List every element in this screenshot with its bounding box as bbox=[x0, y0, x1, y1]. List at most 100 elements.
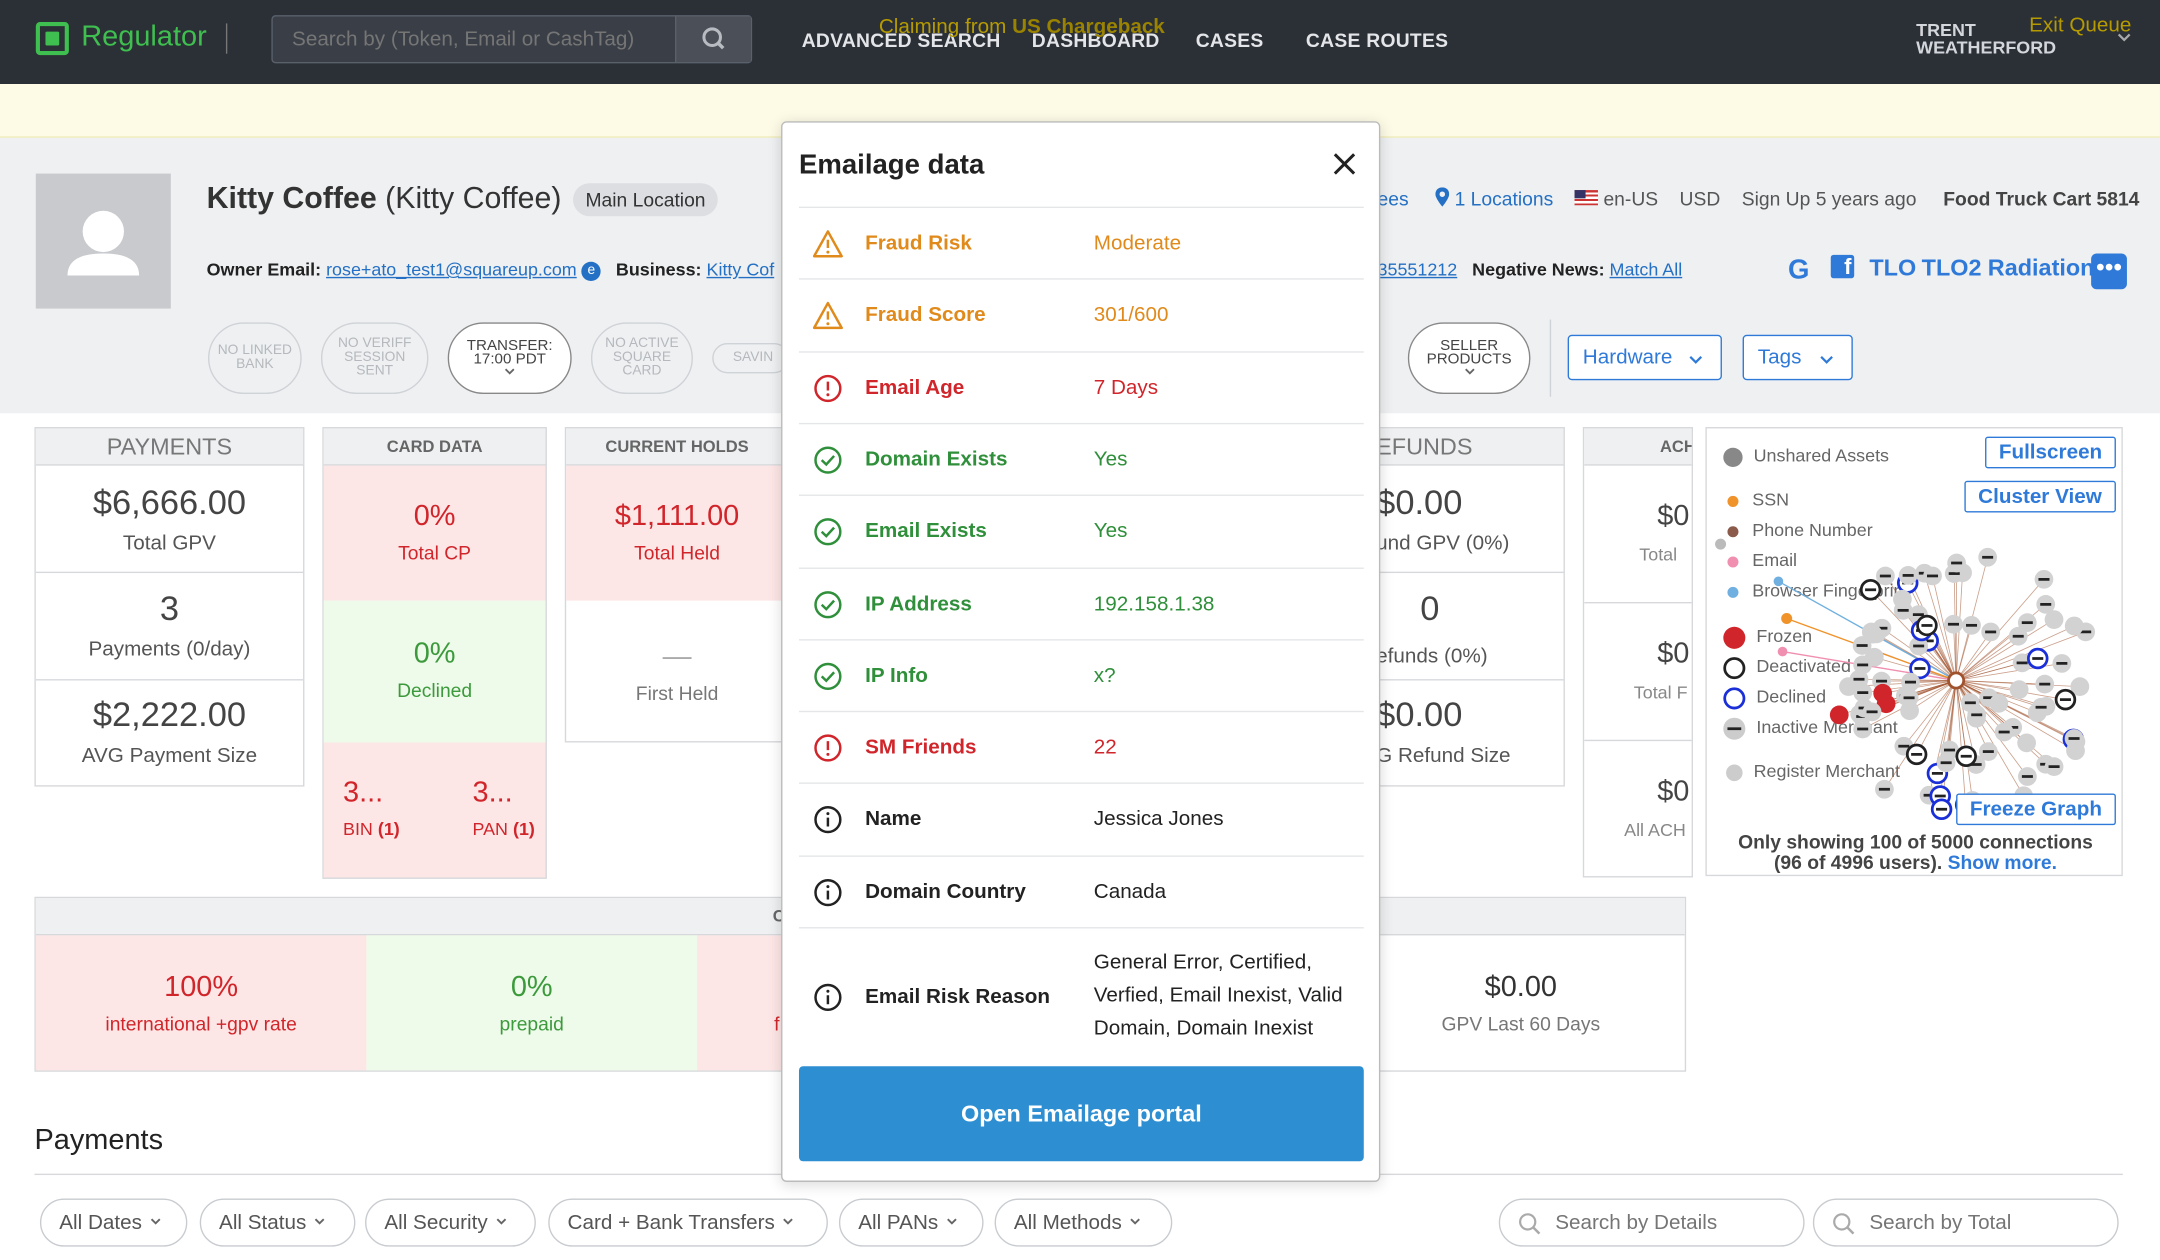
facebook-icon[interactable]: f bbox=[1830, 254, 1855, 280]
pill-transfer[interactable]: TRANSFER: 17:00 PDT bbox=[447, 322, 572, 394]
stat-value: $2,222.00 bbox=[92, 695, 247, 735]
tlo2-link[interactable]: TLO2 bbox=[1921, 254, 1982, 282]
pill-no-veriff-session[interactable]: NO VERIFF SESSION SENT bbox=[320, 322, 429, 394]
locations-link[interactable]: 1 Locations bbox=[1454, 187, 1554, 210]
emailage-row: IP Info x? bbox=[798, 638, 1364, 711]
claim-prefix: Claiming from bbox=[878, 15, 1013, 39]
more-button[interactable]: ••• bbox=[2091, 253, 2127, 290]
pill-savings[interactable]: SAVIN bbox=[712, 343, 790, 374]
nav-dashboard[interactable]: DASHBOARD bbox=[1031, 28, 1160, 51]
graph-canvas[interactable] bbox=[1707, 428, 2124, 827]
emailage-key: SM Friends bbox=[865, 735, 977, 760]
employees-link[interactable]: ees bbox=[1377, 187, 1409, 210]
refund-avg-value: $0.00 bbox=[1376, 695, 1463, 735]
legend-label: Register Merchant bbox=[1753, 760, 1900, 782]
search-icon bbox=[1833, 1213, 1855, 1235]
chevron-down-icon bbox=[783, 1218, 794, 1225]
signup-date: Sign Up 5 years ago bbox=[1741, 187, 1917, 210]
search-details-input[interactable] bbox=[1555, 1210, 1790, 1235]
owner-email-label: Owner Email: bbox=[206, 258, 322, 280]
currency: USD bbox=[1679, 187, 1721, 210]
show-more-link[interactable]: Show more. bbox=[1947, 851, 2057, 874]
emailage-value: 301/600 bbox=[1093, 303, 1169, 327]
legend-item: Frozen bbox=[1723, 625, 1812, 649]
filter-dropdown[interactable]: All Methods bbox=[994, 1198, 1173, 1247]
open-emailage-portal-button[interactable]: Open Emailage portal bbox=[798, 1066, 1364, 1162]
modal-title: Emailage data bbox=[798, 150, 985, 181]
filter-dropdown[interactable]: All Dates bbox=[39, 1198, 188, 1247]
emailage-value: Jessica Jones bbox=[1093, 807, 1224, 832]
emailage-row: Email Exists Yes bbox=[798, 494, 1364, 567]
ach-total-label: Total bbox=[1639, 544, 1678, 565]
tlo-link[interactable]: TLO bbox=[1869, 254, 1917, 282]
cp-cell: 0% Total CP bbox=[323, 465, 546, 601]
divider bbox=[35, 571, 304, 574]
filter-dropdown[interactable]: Card + Bank Transfers bbox=[548, 1198, 828, 1247]
emailage-key: Name bbox=[865, 807, 922, 832]
intl-rate-label: international +gpv rate bbox=[105, 1012, 297, 1035]
negative-news-link[interactable]: Match All bbox=[1609, 258, 1683, 280]
pill-no-active-square-card[interactable]: NO ACTIVE SQUARE CARD bbox=[590, 322, 693, 394]
claim-text: Claiming from US Chargeback bbox=[879, 15, 1165, 38]
ach-total-f-label: Total F bbox=[1633, 681, 1688, 703]
emailage-value-line: Domain, Domain Inexist bbox=[1093, 1016, 1314, 1041]
ach-total-f-value: $0 bbox=[1657, 637, 1690, 670]
regulator-logo-icon[interactable] bbox=[35, 22, 69, 56]
emailage-key: Fraud Risk bbox=[865, 231, 972, 255]
stat-label: AVG Payment Size bbox=[81, 743, 258, 768]
emailage-value: Canada bbox=[1093, 879, 1167, 904]
radiation-link[interactable]: Radiation bbox=[1987, 254, 2095, 282]
emailage-key: IP Info bbox=[865, 663, 928, 688]
search-total-input[interactable] bbox=[1869, 1210, 2104, 1235]
pill-transfer-label: TRANSFER: 17:00 PDT bbox=[466, 337, 553, 368]
close-icon[interactable] bbox=[1331, 150, 1359, 178]
business-link[interactable]: Kitty Cof bbox=[706, 258, 775, 280]
global-search bbox=[271, 15, 753, 64]
search-details-field[interactable] bbox=[1498, 1198, 1805, 1247]
search-total-field[interactable] bbox=[1812, 1198, 2119, 1247]
nav-case-routes[interactable]: CASE ROUTES bbox=[1305, 28, 1449, 51]
emailage-value-line: Verfied, Email Inexist, Valid bbox=[1093, 983, 1343, 1007]
connections-graph[interactable]: Unshared Assets Fullscreen Cluster View … bbox=[1705, 427, 2124, 877]
refunds-header: EFUNDS bbox=[1365, 428, 1564, 466]
cp-value: 0% bbox=[413, 500, 456, 532]
filter-dropdown[interactable]: All Security bbox=[365, 1198, 536, 1247]
emailage-row: Domain Country Canada bbox=[798, 855, 1364, 927]
chevron-down-icon[interactable] bbox=[2115, 30, 2134, 44]
app-name[interactable]: Regulator bbox=[81, 20, 207, 53]
pill-no-linked-bank[interactable]: NO LINKED BANK bbox=[208, 322, 302, 394]
emailage-value: Moderate bbox=[1093, 231, 1182, 255]
phone-link[interactable]: 35551212 bbox=[1377, 258, 1458, 280]
divider bbox=[1365, 571, 1564, 574]
cp-label: Total CP bbox=[398, 541, 472, 564]
user-menu[interactable]: TRENT WEATHERFORD bbox=[1916, 21, 2081, 57]
info-icon bbox=[813, 805, 843, 835]
emailage-badge-icon[interactable]: e bbox=[581, 261, 601, 281]
nav-cases[interactable]: CASES bbox=[1195, 28, 1264, 51]
global-search-input[interactable] bbox=[272, 16, 675, 62]
info-icon bbox=[813, 982, 843, 1012]
fullscreen-button[interactable]: Fullscreen bbox=[1985, 436, 2116, 469]
tags-dropdown[interactable]: Tags bbox=[1742, 334, 1853, 381]
exit-queue-link[interactable]: Exit Queue bbox=[2029, 13, 2132, 38]
filter-label: All Security bbox=[384, 1210, 488, 1235]
search-button[interactable] bbox=[674, 16, 751, 62]
hardware-dropdown[interactable]: Hardware bbox=[1567, 334, 1722, 381]
search-icon bbox=[1519, 1213, 1541, 1235]
pill-seller-products[interactable]: SELLER PRODUCTS bbox=[1407, 322, 1531, 394]
check-circle-icon bbox=[813, 661, 843, 691]
stat-value: 3 bbox=[159, 589, 180, 629]
card-data-header: CARD DATA bbox=[323, 428, 546, 466]
stat-total-gpv: $6,666.00 Total GPV bbox=[36, 484, 303, 556]
google-icon[interactable]: G bbox=[1788, 254, 1810, 286]
owner-email-link[interactable]: rose+ato_test1@squareup.com bbox=[326, 259, 577, 280]
emailage-key: Domain Exists bbox=[865, 447, 1008, 471]
cluster-view-button[interactable]: Cluster View bbox=[1964, 480, 2116, 513]
filter-dropdown[interactable]: All Status bbox=[199, 1198, 356, 1247]
held-cell: $1,111.00 Total Held bbox=[566, 465, 788, 601]
freeze-graph-button[interactable]: Freeze Graph bbox=[1956, 793, 2116, 826]
us-flag-icon bbox=[1574, 190, 1599, 206]
legend-dot-icon bbox=[1727, 555, 1739, 567]
nav-advanced-search[interactable]: ADVANCED SEARCH bbox=[801, 28, 1001, 51]
filter-dropdown[interactable]: All PANs bbox=[838, 1198, 984, 1247]
